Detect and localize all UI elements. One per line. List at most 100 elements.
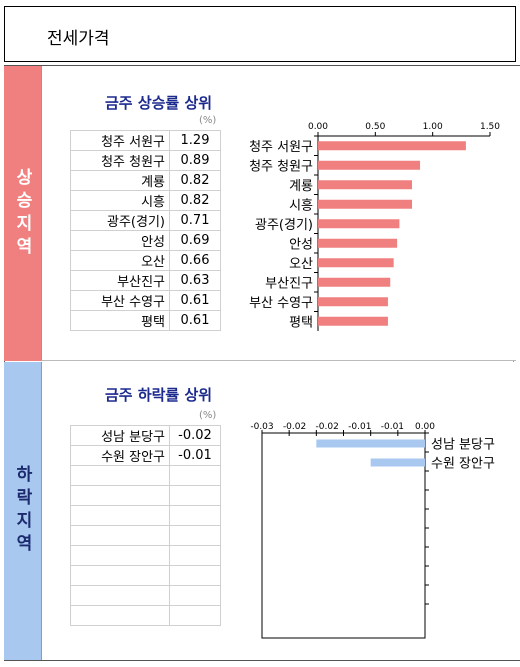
table-row: 평택 0.61 [70, 310, 221, 331]
up-title: 금주 상승률 상위 [105, 94, 213, 112]
x-tick-label: -0.01 [348, 422, 371, 432]
region-name: 성남 분당구 [70, 425, 170, 446]
x-tick-label: 0.50 [365, 122, 385, 132]
x-tick-label: -0.01 [381, 422, 404, 432]
rate-value: 0.89 [169, 150, 221, 171]
category-label: 성남 분당구 [431, 438, 495, 453]
category-label: 계룡 [289, 179, 313, 194]
bar [370, 458, 425, 467]
x-tick-label: 0.00 [308, 122, 328, 132]
up-unit: (%) [199, 115, 217, 126]
rate-value [169, 465, 221, 486]
table-row [70, 565, 221, 586]
region-name [70, 485, 170, 506]
rate-value: -0.01 [169, 445, 221, 466]
bar [318, 180, 413, 190]
region-name: 부산진구 [70, 270, 170, 291]
rate-value: 0.82 [169, 190, 221, 211]
rate-value [169, 525, 221, 546]
table-row: 성남 분당구 -0.02 [70, 425, 221, 446]
rate-value: -0.02 [169, 425, 221, 446]
table-row: 시흥 0.82 [70, 190, 221, 211]
rate-value: 0.61 [169, 290, 221, 311]
side-label-up: 상승지역 [4, 66, 41, 361]
bar [318, 199, 413, 209]
category-label: 청주 청원구 [249, 159, 313, 174]
down-unit: (%) [199, 410, 217, 421]
category-label: 평택 [289, 315, 313, 330]
region-name [70, 605, 170, 626]
rate-value: 0.66 [169, 250, 221, 271]
rate-value [169, 485, 221, 506]
table-row: 광주(경기) 0.71 [70, 210, 221, 231]
table-row: 수원 장안구 -0.01 [70, 445, 221, 466]
category-label: 부산 수영구 [249, 296, 313, 311]
table-row [70, 605, 221, 626]
table-row: 안성 0.69 [70, 230, 221, 251]
page-title-box: 전세가격 [4, 6, 516, 62]
side-label-down: 하락지역 [4, 362, 41, 660]
rate-value [169, 585, 221, 606]
category-label: 청주 서원구 [249, 140, 313, 155]
rate-value [169, 605, 221, 626]
table-row [70, 485, 221, 506]
region-name [70, 505, 170, 526]
bar [316, 439, 425, 448]
rate-value [169, 565, 221, 586]
category-label: 시흥 [289, 198, 313, 213]
rate-value: 0.69 [169, 230, 221, 251]
region-name [70, 545, 170, 566]
region-name: 계룡 [70, 170, 170, 191]
rate-value [169, 545, 221, 566]
table-row [70, 585, 221, 606]
category-label: 광주(경기) [255, 218, 313, 233]
table-row: 청주 서원구 1.29 [70, 130, 221, 151]
region-name [70, 585, 170, 606]
page-title: 전세가격 [47, 29, 110, 49]
region-name: 오산 [70, 250, 170, 271]
table-row [70, 525, 221, 546]
region-name: 부산 수영구 [70, 290, 170, 311]
x-tick-label: -0.02 [283, 422, 306, 432]
table-row: 오산 0.66 [70, 250, 221, 271]
table-row: 계룡 0.82 [70, 170, 221, 191]
bar [318, 258, 394, 268]
bar [318, 277, 391, 287]
bar [318, 160, 421, 170]
rate-value: 0.82 [169, 170, 221, 191]
category-label: 오산 [289, 257, 313, 272]
rate-value: 0.71 [169, 210, 221, 231]
x-tick-label: 1.50 [480, 122, 500, 132]
table-row [70, 505, 221, 526]
region-name [70, 465, 170, 486]
x-tick-label: -0.02 [316, 422, 339, 432]
category-label: 안성 [289, 237, 313, 252]
bar [318, 219, 400, 229]
rate-value: 1.29 [169, 130, 221, 151]
side-label-down-text: 하락지역 [12, 465, 32, 557]
side-label-up-text: 상승지역 [12, 167, 32, 260]
category-label: 부산진구 [265, 276, 313, 291]
bar [318, 141, 466, 151]
rate-value: 0.63 [169, 270, 221, 291]
region-name: 광주(경기) [70, 210, 170, 231]
region-name: 평택 [70, 310, 170, 331]
region-name [70, 565, 170, 586]
table-row: 부산 수영구 0.61 [70, 290, 221, 311]
down-title: 금주 하락률 상위 [105, 386, 213, 404]
rate-value: 0.61 [169, 310, 221, 331]
x-tick-label: 1.00 [423, 122, 443, 132]
x-tick-label: 0.00 [415, 422, 435, 432]
region-name: 수원 장안구 [70, 445, 170, 466]
region-name: 청주 서원구 [70, 130, 170, 151]
table-row [70, 545, 221, 566]
table-row [70, 465, 221, 486]
region-name: 시흥 [70, 190, 170, 211]
up-table: 청주 서원구 1.29 청주 청원구 0.89 계룡 0.82 시흥 0.82 광주(경기) 0.… [70, 130, 221, 331]
x-tick-label: -0.03 [250, 422, 273, 432]
region-name: 청주 청원구 [70, 150, 170, 171]
rate-value [169, 505, 221, 526]
category-label: 수원 장안구 [431, 457, 495, 472]
